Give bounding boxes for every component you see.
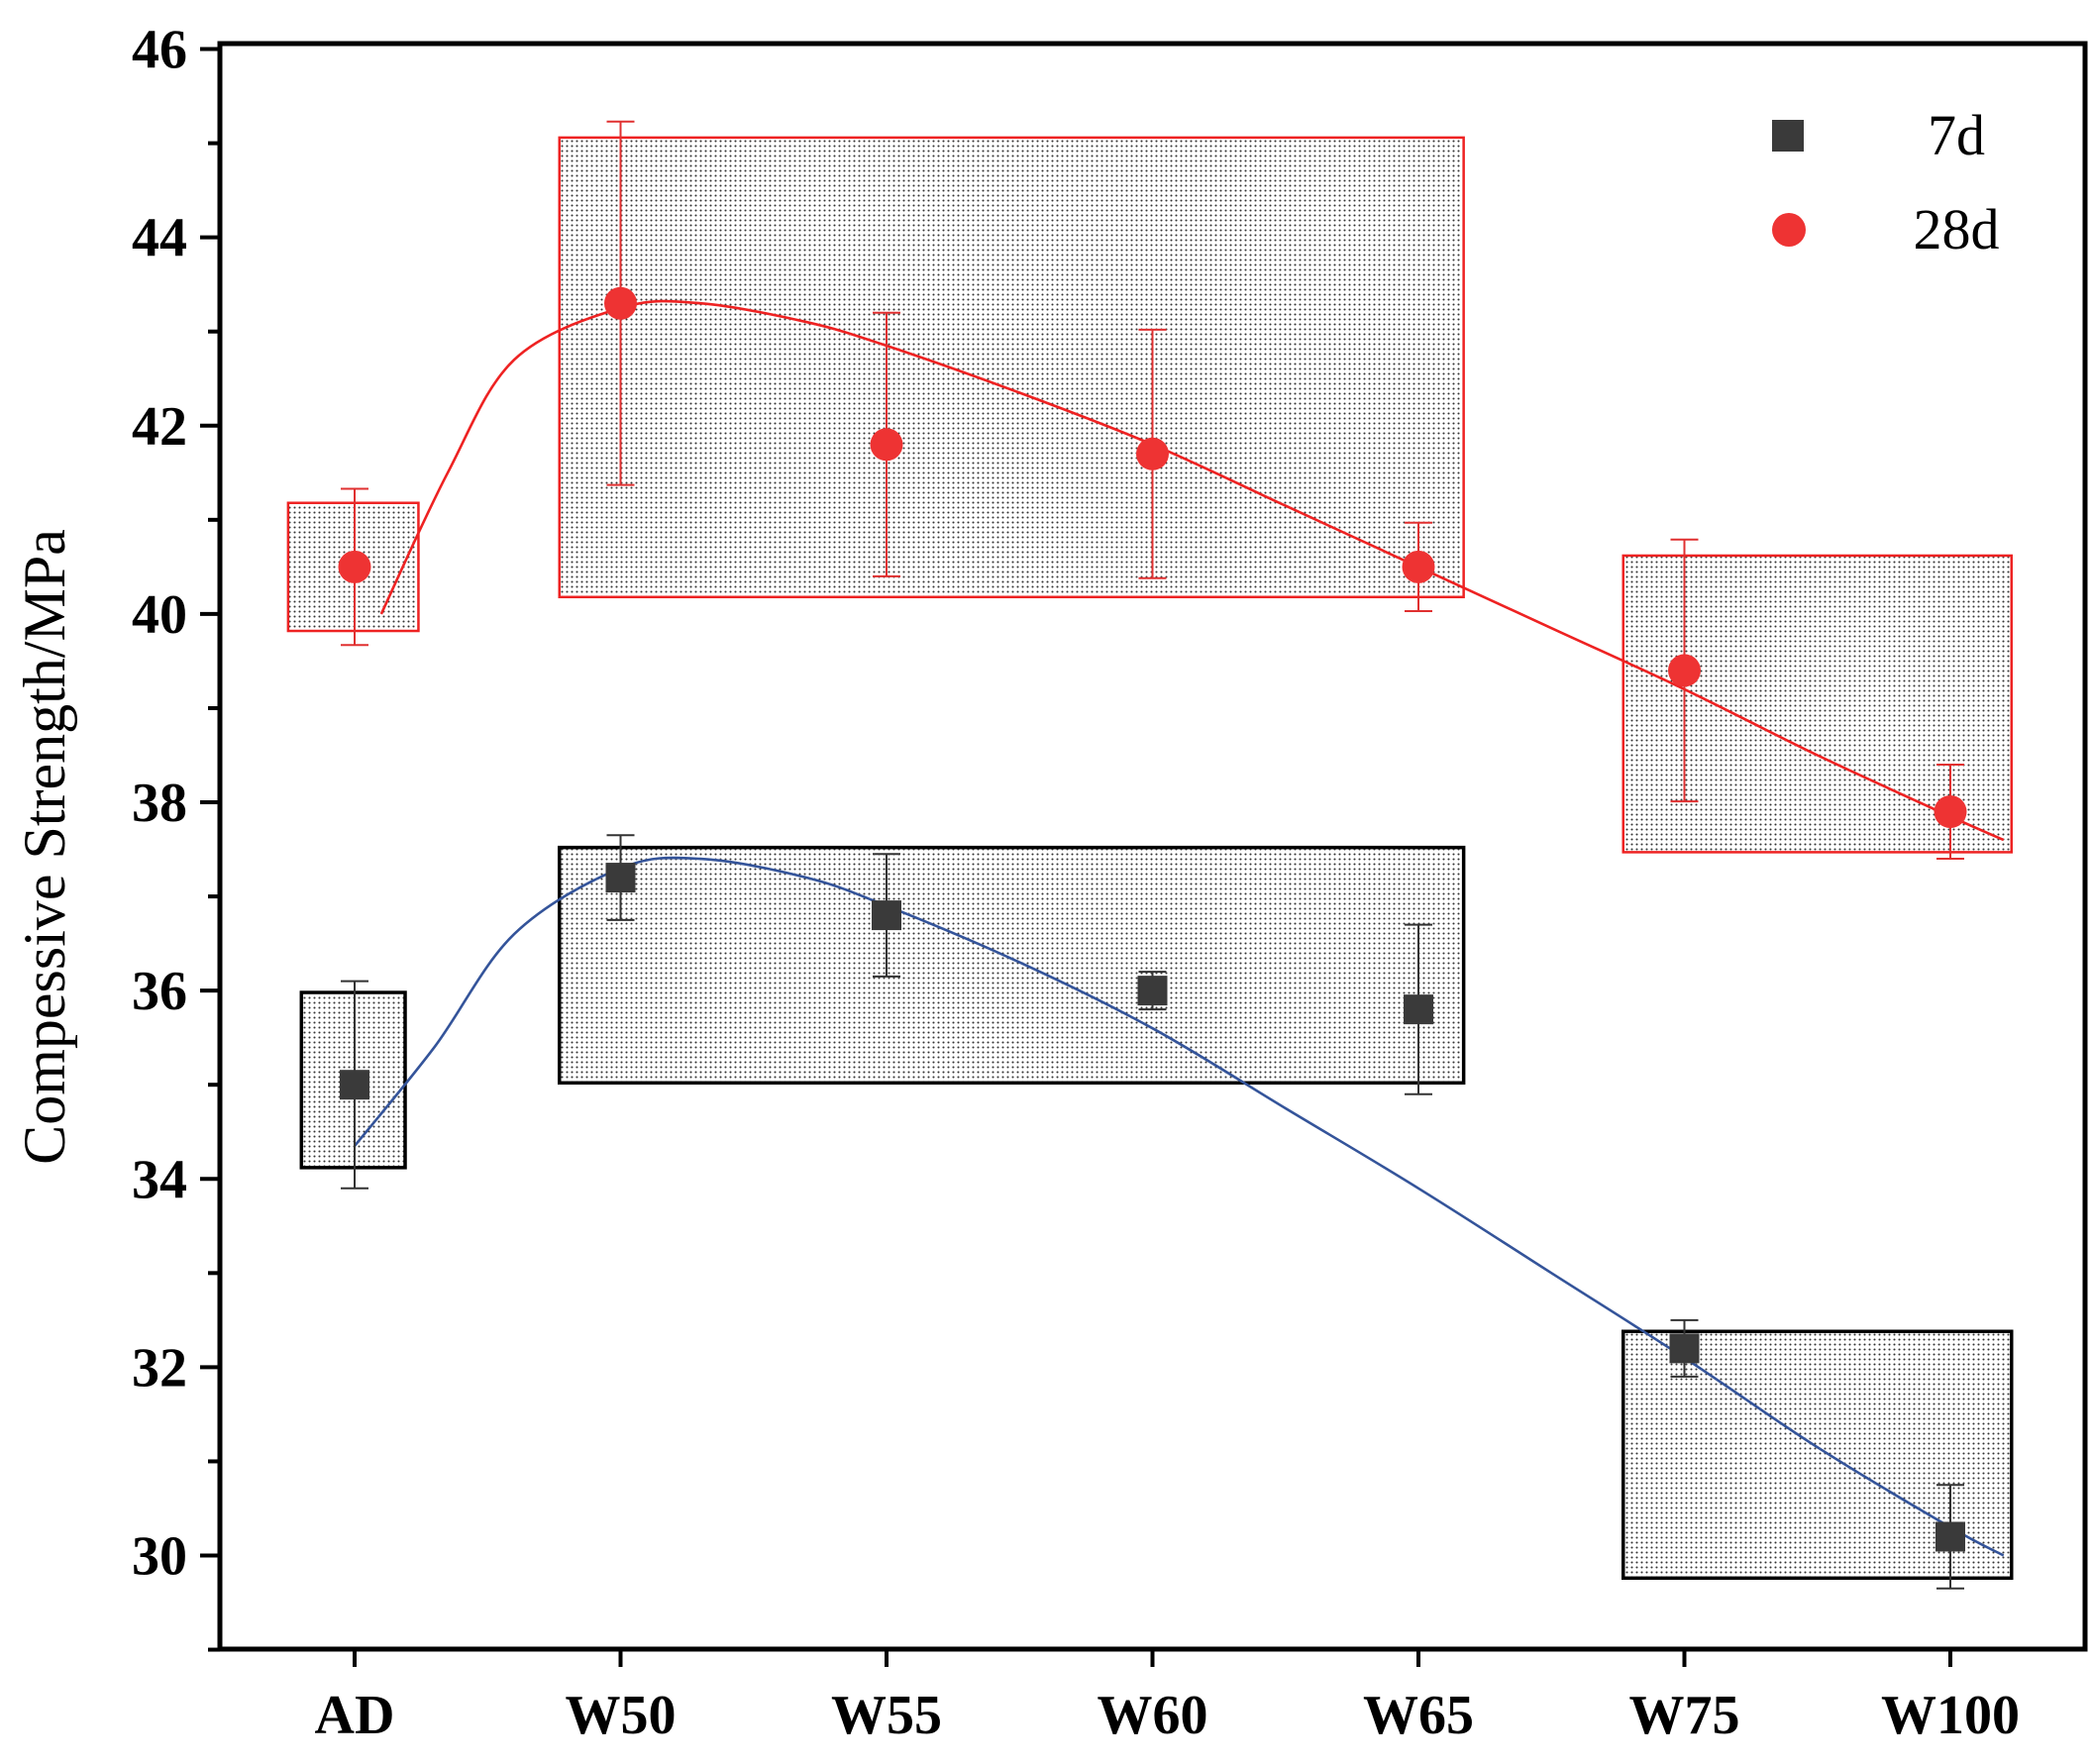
y-tick-label-36: 36 bbox=[132, 961, 187, 1022]
point-28d-W50 bbox=[604, 286, 637, 320]
y-tick-label-32: 32 bbox=[132, 1337, 187, 1399]
x-tick-label-W100: W100 bbox=[1881, 1685, 2020, 1746]
x-tick-label-W55: W55 bbox=[831, 1685, 942, 1746]
y-tick-label-34: 34 bbox=[132, 1149, 187, 1210]
legend-label-7d: 7d bbox=[1928, 103, 1985, 167]
y-tick-label-44: 44 bbox=[132, 208, 187, 269]
point-28d-AD bbox=[338, 550, 371, 583]
group-box-7d-4 bbox=[557, 845, 1466, 1086]
fit-curve-7d bbox=[353, 856, 2005, 1557]
legend-marker-28d bbox=[1772, 213, 1806, 247]
x-tick-label-W65: W65 bbox=[1363, 1685, 1474, 1746]
group-box-28d-1 bbox=[558, 136, 1465, 599]
x-tick-label-W60: W60 bbox=[1098, 1685, 1208, 1746]
point-7d-W60 bbox=[1137, 976, 1168, 1006]
x-tick-label-W75: W75 bbox=[1629, 1685, 1740, 1746]
point-28d-W100 bbox=[1934, 795, 1967, 829]
y-tick-label-40: 40 bbox=[132, 584, 187, 646]
y-tick-label-42: 42 bbox=[132, 396, 187, 458]
y-tick-label-30: 30 bbox=[132, 1526, 187, 1588]
point-7d-AD bbox=[340, 1070, 369, 1100]
fit-curve-28d bbox=[379, 299, 2005, 842]
point-28d-W55 bbox=[870, 428, 903, 462]
legend-marker-7d bbox=[1772, 120, 1804, 152]
point-7d-W50 bbox=[605, 863, 636, 893]
point-7d-W100 bbox=[1935, 1521, 1965, 1552]
point-7d-W65 bbox=[1404, 994, 1433, 1025]
x-tick-label-W50: W50 bbox=[566, 1685, 677, 1746]
y-axis-title: Compessive Strength/MPa bbox=[12, 529, 77, 1165]
legend-label-28d: 28d bbox=[1914, 197, 2000, 261]
x-tick-label-AD: AD bbox=[315, 1685, 395, 1746]
point-7d-W55 bbox=[872, 900, 901, 931]
y-tick-label-46: 46 bbox=[132, 20, 187, 81]
point-28d-W65 bbox=[1402, 550, 1435, 583]
point-28d-W75 bbox=[1668, 654, 1701, 687]
point-28d-W60 bbox=[1136, 437, 1169, 470]
y-tick-label-38: 38 bbox=[132, 773, 187, 834]
point-7d-W75 bbox=[1669, 1333, 1700, 1364]
